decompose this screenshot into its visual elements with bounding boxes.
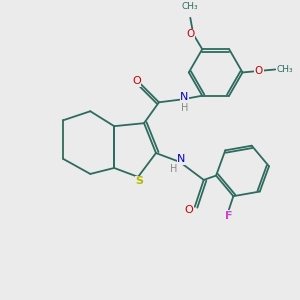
Text: CH₃: CH₃ [182, 2, 199, 11]
Text: O: O [186, 29, 194, 39]
Text: O: O [132, 76, 141, 86]
Text: S: S [136, 176, 144, 186]
Text: O: O [255, 66, 263, 76]
Text: CH₃: CH₃ [276, 65, 292, 74]
Text: H: H [181, 103, 188, 113]
Text: F: F [225, 211, 232, 220]
Text: H: H [169, 164, 177, 175]
Text: O: O [184, 205, 193, 215]
Text: N: N [177, 154, 185, 164]
Text: N: N [180, 92, 188, 102]
